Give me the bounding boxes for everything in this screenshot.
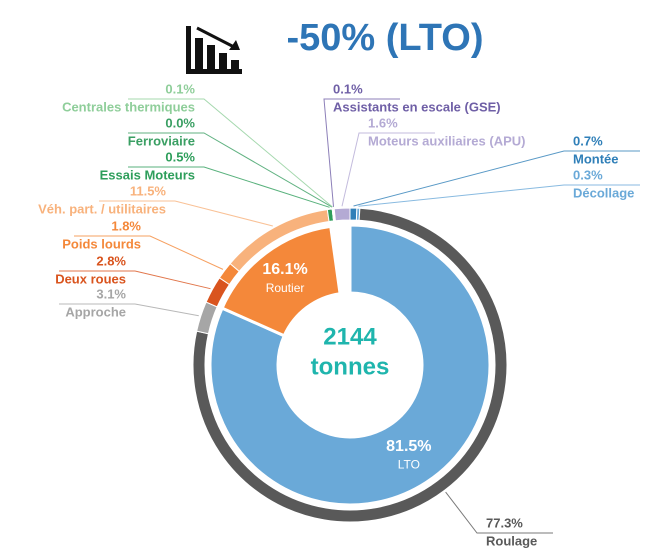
leader-line	[59, 270, 211, 290]
outer-value-label: 77.3%	[486, 515, 523, 530]
inner-slice	[220, 224, 342, 338]
leader-line	[59, 303, 199, 317]
outer-value-label: 0.7%	[573, 133, 603, 148]
outer-category-label: Montée	[573, 151, 619, 166]
inner-slice	[208, 223, 492, 507]
leader-line	[358, 184, 640, 207]
outer-value-label: 11.5%	[130, 183, 167, 198]
leader-line	[323, 98, 400, 207]
chart-title: -50% (LTO)	[286, 17, 483, 59]
inner-category-label: Routier	[266, 281, 305, 295]
outer-category-label: Assistants en escale (GSE)	[333, 99, 501, 114]
outer-value-label: 2.8%	[96, 253, 126, 268]
outer-value-label: 0.3%	[573, 167, 603, 182]
outer-value-label: 0.0%	[165, 115, 195, 130]
outer-value-label: 1.6%	[368, 115, 398, 130]
inner-category-label: LTO	[398, 458, 420, 472]
outer-category-label: Véh. part. / utilitaires	[38, 201, 166, 216]
outer-category-label: Moteurs auxiliaires (APU)	[368, 133, 526, 148]
leader-line	[353, 150, 640, 207]
center-value: 2144	[323, 323, 377, 350]
outer-category-label: Approche	[65, 304, 126, 319]
leader-line	[445, 491, 553, 534]
outer-category-label: Poids lourds	[62, 236, 141, 251]
outer-value-label: 1.8%	[111, 218, 141, 233]
outer-category-label: Roulage	[486, 533, 537, 548]
leader-line	[128, 98, 333, 208]
trend-icon	[186, 26, 242, 74]
leader-line	[99, 200, 273, 227]
outer-value-label: 0.5%	[165, 149, 195, 164]
outer-value-label: 0.1%	[165, 81, 195, 96]
outer-category-label: Ferroviaire	[128, 133, 195, 148]
outer-category-label: Décollage	[573, 185, 634, 200]
outer-slice	[333, 207, 351, 222]
outer-value-label: 0.1%	[333, 81, 363, 96]
center-unit: tonnes	[311, 353, 390, 380]
leader-line	[128, 166, 330, 208]
outer-category-label: Centrales thermiques	[62, 99, 195, 114]
outer-slice	[349, 207, 358, 221]
leader-line	[341, 132, 435, 207]
inner-value-label: 16.1%	[262, 261, 307, 278]
leader-line	[74, 235, 224, 270]
inner-value-label: 81.5%	[386, 438, 431, 455]
leader-line	[128, 132, 333, 208]
outer-category-label: Essais Moteurs	[100, 167, 195, 182]
outer-category-label: Deux roues	[55, 271, 126, 286]
outer-value-label: 3.1%	[96, 286, 126, 301]
